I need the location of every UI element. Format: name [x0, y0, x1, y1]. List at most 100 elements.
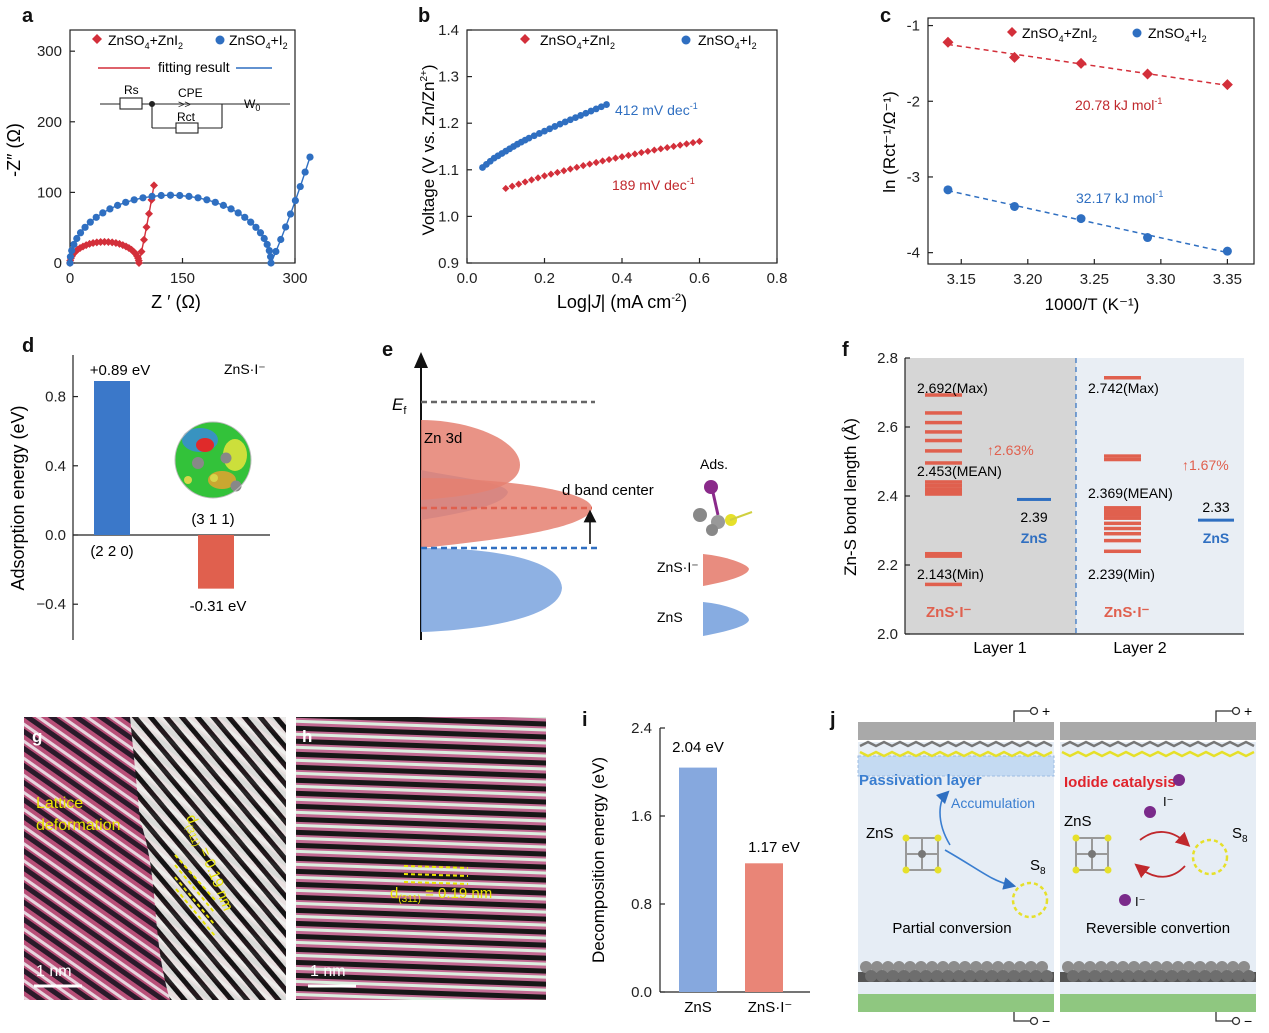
f-bond-layer1 [925, 420, 962, 425]
f-bond-layer2 [1104, 538, 1141, 543]
j-left-zinc-atom [876, 970, 888, 982]
j-right-zns-label: ZnS [1064, 813, 1092, 830]
j-left-zinc-atom [860, 961, 872, 973]
a-point-series-2 [203, 196, 211, 204]
j-iodide-ion-1 [1173, 774, 1185, 786]
c-point-series-1 [1075, 57, 1087, 69]
f-l2-mean: 2.369(MEAN) [1088, 485, 1173, 501]
j-right-zinc-atom [1106, 961, 1118, 973]
b-slope-label-blue: 412 mV dec-1 [615, 101, 698, 118]
j-right-zinc-atom [1089, 970, 1101, 982]
b-point-series-2 [597, 103, 605, 111]
b-point-series-2 [566, 116, 574, 124]
f-bond-layer1 [925, 483, 962, 488]
b-point-series-2 [582, 109, 590, 117]
f-l2-zns-value: 2.33 [1202, 499, 1229, 515]
h-d-spacing-label: d(311) = 0.19 nm [390, 885, 492, 905]
c-x-tick-label: 3.25 [1080, 271, 1109, 288]
i-y-tick-label: 1.6 [631, 808, 652, 825]
j-right-zinc-atom [1078, 970, 1090, 982]
c-x-tick-label: 3.15 [947, 271, 976, 288]
c-point-series-1 [942, 36, 954, 48]
f-l2-znsi: ZnS·I⁻ [1104, 604, 1149, 621]
b-point-series-1 [637, 148, 645, 157]
a-point-series-2 [266, 253, 275, 261]
c-legend-series-1: ZnSO4+ZnI2 [1022, 25, 1097, 44]
b-point-series-1 [521, 178, 529, 186]
a-point-series-2 [306, 153, 314, 161]
j-iodide-ion-3 [1119, 894, 1131, 906]
b-y-tick-label: 1.2 [438, 115, 459, 132]
j-right-zinc-atom [1166, 970, 1178, 982]
a-point-series-1 [145, 209, 153, 218]
d-value-label-1: +0.89 eV [90, 362, 150, 379]
j-right-s8-label: S8 [1232, 825, 1248, 845]
c-activation-label-blue: 32.17 kJ mol-1 [1076, 189, 1163, 206]
j-left-zinc-atom [959, 961, 971, 973]
f-l1-zns-name: ZnS [1021, 530, 1047, 546]
f-l2-zns-name: ZnS [1203, 530, 1229, 546]
panel-f-bond-length: 2.0 2.2 2.4 2.6 2.8 Zn-S bond length (Å) Lay… [841, 350, 1244, 657]
b-point-series-1 [586, 160, 594, 168]
panel-g-hrtem-image: g Lattice deformation d(311) = 0.19 nm 1 … [24, 717, 286, 1000]
f-bond-layer1 [925, 480, 962, 484]
c-point-series-2 [1222, 246, 1232, 256]
j-left-s8-label: S8 [1030, 857, 1046, 877]
f-bond-layer2 [1104, 512, 1141, 517]
j-left-zinc-atom [942, 970, 954, 982]
f-bond-layer1 [925, 489, 962, 494]
j-right-zinc-atom [1139, 961, 1151, 973]
b-point-series-1 [579, 162, 587, 170]
c-legend-circle [1132, 28, 1142, 38]
a-fit-curve-2 [69, 156, 311, 264]
j-minus-right: − [1244, 1013, 1252, 1029]
b-point-series-2 [546, 125, 554, 133]
g-scale-label: 1 nm [36, 963, 72, 980]
j-plus-left: + [1042, 703, 1050, 719]
a-point-series-2 [130, 196, 138, 204]
j-left-zinc-atom [931, 970, 943, 982]
a-point-series-1 [150, 181, 158, 190]
a-legend-series-2: ZnSO4+I2 [229, 32, 288, 51]
f-bond-layer1 [925, 554, 962, 558]
b-point-series-1 [689, 139, 697, 147]
a-y-tick-label: 100 [37, 184, 62, 201]
a-legend-circle [215, 35, 225, 45]
i-y-tick-label: 0.8 [631, 896, 652, 913]
b-point-series-1 [515, 180, 523, 188]
b-point-series-2 [535, 130, 543, 137]
b-point-series-1 [534, 174, 542, 182]
j-right-zinc-atom [1232, 970, 1244, 982]
j-right-zinc-atom [1150, 961, 1162, 973]
h-scale-label: 1 nm [310, 963, 346, 980]
j-reversible-arrow-bottom [1134, 863, 1186, 879]
b-point-series-2 [561, 118, 569, 126]
a-x-axis-label: Z ′ (Ω) [151, 292, 201, 312]
f-zns-ref-layer2 [1198, 518, 1234, 522]
f-bond-layer1 [925, 551, 962, 556]
a-point-series-2 [157, 191, 165, 200]
a-point-series-2 [260, 234, 268, 243]
b-point-series-1 [670, 142, 678, 150]
a-point-series-2 [113, 201, 122, 209]
j-left-zinc-atom [992, 961, 1004, 973]
a-legend-series-1: ZnSO4+ZnI2 [108, 32, 183, 51]
e-fermi-label: Ef [392, 395, 407, 417]
j-left-zinc-atom [953, 970, 965, 982]
f-bond-layer2 [1104, 454, 1141, 458]
b-point-series-2 [541, 127, 548, 135]
panel-label-d: d [22, 335, 34, 357]
c-point-series-2 [1009, 201, 1019, 211]
f-bond-layer2 [1104, 509, 1141, 514]
a-point-series-2 [66, 259, 74, 267]
f-l1-pct: ↑2.63% [987, 442, 1034, 458]
f-l1-max: 2.692(Max) [917, 380, 988, 396]
a-point-series-2 [92, 213, 100, 221]
b-point-series-1 [631, 150, 639, 158]
d-bar-2 [198, 535, 234, 589]
j-right-zinc-atom [1227, 961, 1239, 973]
b-slope-label-red: 189 mV dec-1 [612, 176, 695, 193]
i-y-tick-label: 2.4 [631, 720, 652, 737]
f-bond-layer1 [925, 438, 962, 443]
i-category-2: ZnS·I⁻ [748, 999, 793, 1016]
